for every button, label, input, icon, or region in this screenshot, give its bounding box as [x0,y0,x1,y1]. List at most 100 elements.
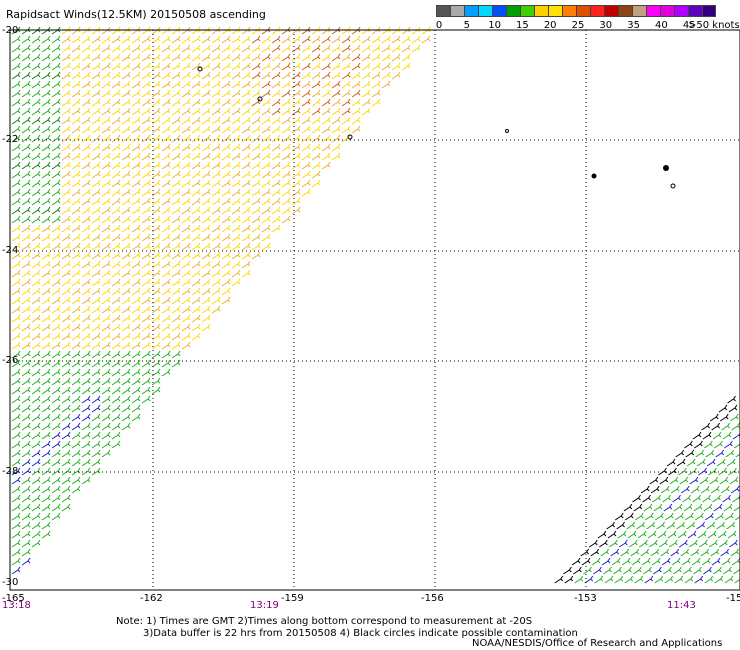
wind-barb [633,566,642,575]
wind-barb [673,566,682,575]
wind-barb [251,197,261,206]
wind-barb [201,233,211,242]
wind-barb [21,422,31,431]
wind-barb [111,422,121,431]
wind-barb [121,143,131,152]
wind-barb [351,71,361,80]
wind-barb [41,395,51,404]
wind-barb [131,278,141,287]
wind-barb [668,467,677,476]
wind-barb [31,107,41,116]
wind-barb [600,548,610,557]
wind-barb [61,503,71,512]
wind-barb [271,224,281,233]
wind-barb [131,35,141,44]
wind-barb [666,458,676,467]
wind-barb [683,566,692,575]
wind-barb [71,134,81,143]
wind-barb [91,125,101,134]
wind-barb [121,323,131,332]
wind-barb [624,512,634,521]
wind-barb [161,89,171,98]
wind-barb [51,134,61,143]
wind-barb [21,458,31,467]
wind-barb [21,323,31,332]
wind-barb [563,566,572,575]
wind-barb [111,323,121,332]
wind-barb [171,332,181,341]
wind-barb [111,278,121,287]
wind-barb [583,566,592,575]
wind-barb [351,53,361,62]
wind-barb [101,44,111,53]
wind-barb [291,179,301,188]
wind-barb [191,242,201,251]
wind-barb [11,404,21,413]
wind-barb [31,35,41,44]
wind-barb [91,224,101,233]
wind-barb [41,422,51,431]
wind-barb [171,35,181,44]
wind-barb [241,80,251,89]
wind-barb [161,251,171,260]
legend-tick-label: 15 [516,20,529,31]
wind-barb [81,314,91,323]
wind-barb [111,386,121,395]
wind-barb [101,53,111,62]
wind-barb [593,566,602,575]
wind-barb [701,422,711,431]
wind-barb [21,44,31,53]
wind-barb [31,359,41,368]
wind-barb [131,413,141,422]
wind-barb [41,125,51,134]
wind-barb [21,251,31,260]
wind-barb [181,260,191,269]
wind-barb [201,71,211,80]
wind-barb [231,197,241,206]
wind-barb [81,143,91,152]
wind-barb [31,116,41,125]
wind-barb [211,215,221,224]
wind-barb [241,197,251,206]
wind-barb [91,98,101,107]
note-line-1: Note: 1) Times are GMT 2)Times along bot… [116,616,533,627]
wind-barb [617,530,627,539]
wind-barb [211,116,221,125]
wind-barb [51,503,61,512]
wind-barb [141,314,151,323]
wind-barb [361,62,371,71]
wind-barb [71,449,81,458]
wind-barb [599,539,608,548]
wind-barb [131,53,141,62]
lon-label: -156 [421,593,444,604]
wind-barb [710,548,720,557]
wind-barb [41,179,51,188]
wind-barb [351,80,361,89]
wind-barb [61,413,71,422]
wind-barb [101,269,111,278]
wind-barb [61,44,71,53]
wind-barb [51,341,61,350]
wind-barb [81,458,91,467]
wind-barb [371,53,381,62]
wind-barb [181,134,191,143]
wind-barb [191,197,201,206]
wind-barb [733,505,740,512]
wind-barb [21,341,31,350]
wind-barb [81,476,91,485]
wind-barb [633,503,643,512]
wind-barb [11,386,21,395]
wind-barb [121,341,131,350]
wind-barb [41,512,51,521]
wind-barb [141,170,151,179]
wind-barb [734,516,740,521]
wind-barb [231,224,241,233]
wind-barb [91,161,101,170]
wind-barb [31,458,41,467]
wind-barb [71,125,81,134]
legend-tick-label: 20 [543,20,557,31]
wind-barb [31,143,41,152]
wind-barb [701,557,711,566]
wind-barb [151,116,161,125]
wind-barb [151,71,161,80]
